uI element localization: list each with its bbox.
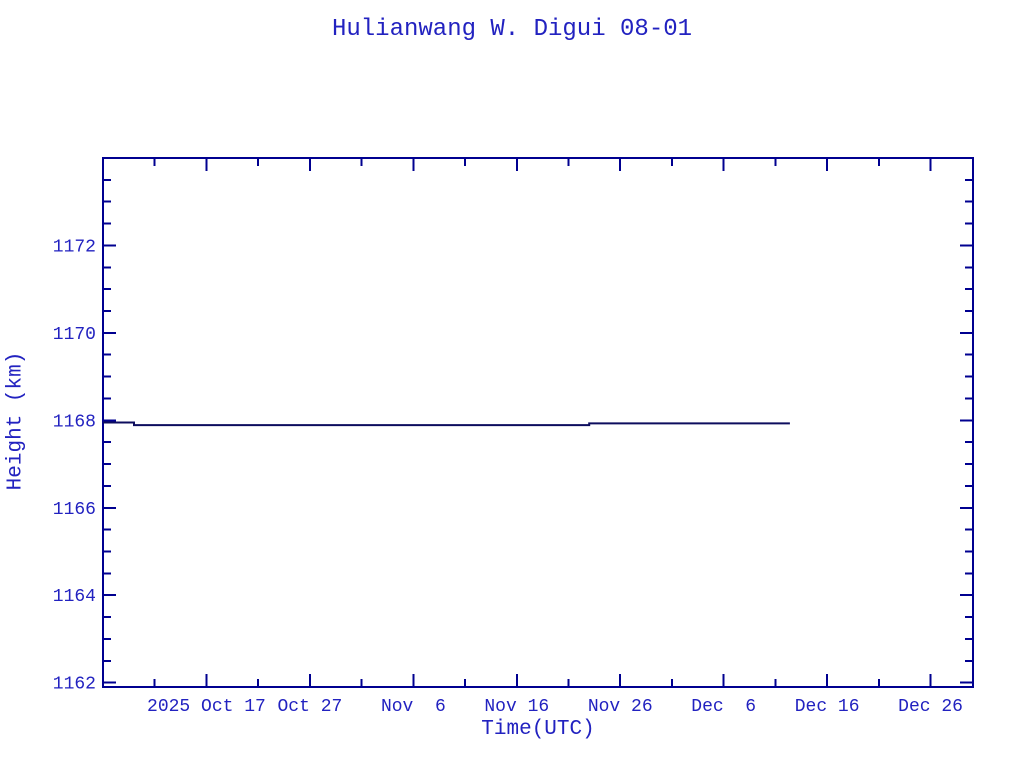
y-tick-label: 1164 (53, 587, 96, 607)
x-tick-label: Nov 26 (588, 697, 653, 717)
x-tick-label: Oct 27 (277, 697, 342, 717)
chart-title: Hulianwang W. Digui 08-01 (331, 16, 693, 43)
y-tick-label: 1172 (53, 237, 96, 257)
x-tick-label: Nov 6 (381, 697, 446, 717)
x-tick-label: Dec 16 (795, 697, 860, 717)
axis-frame (102, 157, 974, 688)
x-axis-label: Time(UTC) (481, 718, 595, 741)
y-axis-label: Height (km) (4, 351, 28, 491)
height-series-line (103, 421, 790, 427)
y-tick-label: 1166 (53, 500, 96, 520)
x-tick-label: Dec 26 (898, 697, 963, 717)
y-tick-label: 1168 (53, 412, 96, 432)
x-tick-label: Nov 16 (484, 697, 549, 717)
x-tick-label: Dec 6 (691, 697, 756, 717)
x-tick-label: 2025 Oct 17 (147, 697, 266, 717)
y-tick-label: 1162 (53, 675, 96, 695)
y-tick-label: 1170 (53, 325, 96, 345)
